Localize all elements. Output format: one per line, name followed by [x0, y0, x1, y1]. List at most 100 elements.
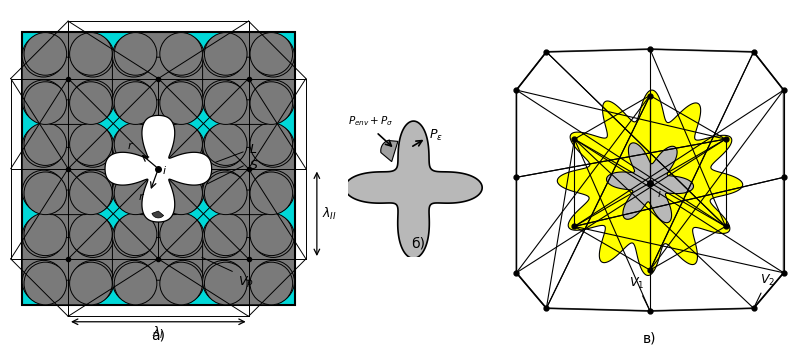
Text: б): б) [411, 237, 426, 251]
Circle shape [114, 32, 157, 75]
Circle shape [205, 32, 247, 75]
Circle shape [114, 172, 157, 215]
Polygon shape [606, 143, 694, 223]
Circle shape [250, 123, 293, 166]
Text: $i$: $i$ [162, 164, 167, 176]
Circle shape [22, 125, 65, 167]
FancyBboxPatch shape [227, 213, 270, 305]
FancyBboxPatch shape [47, 123, 90, 215]
Circle shape [113, 125, 155, 167]
Polygon shape [152, 211, 163, 218]
Circle shape [114, 213, 157, 256]
Circle shape [114, 262, 157, 305]
Circle shape [252, 260, 294, 303]
Circle shape [71, 80, 114, 123]
FancyBboxPatch shape [22, 238, 114, 280]
Text: $i$: $i$ [657, 187, 662, 199]
Circle shape [114, 82, 157, 125]
Circle shape [160, 32, 202, 75]
Text: в): в) [643, 332, 657, 345]
Circle shape [162, 260, 204, 303]
Circle shape [71, 125, 114, 167]
Circle shape [162, 125, 204, 167]
Circle shape [113, 80, 155, 123]
FancyBboxPatch shape [47, 213, 90, 305]
Circle shape [70, 82, 112, 125]
FancyBboxPatch shape [113, 57, 204, 100]
Circle shape [205, 213, 247, 256]
Circle shape [205, 172, 247, 215]
Polygon shape [381, 140, 398, 162]
Circle shape [22, 35, 65, 77]
Circle shape [160, 82, 202, 125]
FancyBboxPatch shape [113, 238, 204, 280]
Circle shape [70, 32, 112, 75]
Circle shape [160, 262, 202, 305]
Circle shape [71, 215, 114, 257]
Circle shape [71, 260, 114, 303]
Text: а): а) [151, 329, 166, 343]
Circle shape [202, 35, 246, 77]
FancyBboxPatch shape [22, 57, 114, 100]
Circle shape [202, 215, 246, 257]
Circle shape [160, 123, 202, 166]
Polygon shape [345, 121, 482, 258]
Circle shape [252, 170, 294, 213]
Circle shape [24, 123, 66, 166]
Text: $r$: $r$ [127, 140, 134, 151]
Circle shape [70, 172, 112, 215]
Circle shape [113, 215, 155, 257]
Circle shape [113, 35, 155, 77]
Circle shape [202, 125, 246, 167]
Circle shape [162, 35, 204, 77]
Bar [22, 32, 295, 305]
Circle shape [202, 80, 246, 123]
Text: $V_2$: $V_2$ [755, 273, 775, 306]
Circle shape [162, 170, 204, 213]
Circle shape [250, 213, 293, 256]
Circle shape [205, 123, 247, 166]
Circle shape [205, 82, 247, 125]
Circle shape [160, 172, 202, 215]
FancyBboxPatch shape [137, 33, 180, 125]
Text: $S$: $S$ [249, 159, 258, 172]
Circle shape [113, 260, 155, 303]
Circle shape [24, 262, 66, 305]
Circle shape [22, 215, 65, 257]
Circle shape [205, 262, 247, 305]
Circle shape [113, 170, 155, 213]
Circle shape [250, 32, 293, 75]
Text: $P_{env}+P_{\sigma}$: $P_{env}+P_{\sigma}$ [348, 114, 394, 128]
Circle shape [24, 82, 66, 125]
FancyBboxPatch shape [202, 238, 294, 280]
Polygon shape [558, 90, 742, 275]
FancyBboxPatch shape [227, 33, 270, 125]
Circle shape [250, 262, 293, 305]
Circle shape [70, 213, 112, 256]
Circle shape [252, 80, 294, 123]
Circle shape [250, 172, 293, 215]
FancyBboxPatch shape [202, 147, 294, 190]
Text: $r$: $r$ [138, 190, 146, 202]
Polygon shape [105, 116, 212, 222]
Circle shape [160, 213, 202, 256]
Text: $P_{\varepsilon}$: $P_{\varepsilon}$ [429, 127, 443, 143]
Circle shape [24, 32, 66, 75]
Circle shape [22, 260, 65, 303]
Circle shape [250, 82, 293, 125]
Text: $\lambda_{I}$: $\lambda_{I}$ [152, 324, 165, 341]
FancyBboxPatch shape [137, 213, 180, 305]
Circle shape [70, 123, 112, 166]
Circle shape [162, 215, 204, 257]
Circle shape [252, 125, 294, 167]
Circle shape [22, 80, 65, 123]
Circle shape [162, 80, 204, 123]
Circle shape [252, 215, 294, 257]
Text: $V_P$: $V_P$ [238, 275, 254, 291]
Circle shape [114, 123, 157, 166]
Circle shape [202, 170, 246, 213]
Circle shape [24, 172, 66, 215]
FancyBboxPatch shape [227, 123, 270, 215]
FancyBboxPatch shape [47, 33, 90, 125]
Circle shape [202, 260, 246, 303]
